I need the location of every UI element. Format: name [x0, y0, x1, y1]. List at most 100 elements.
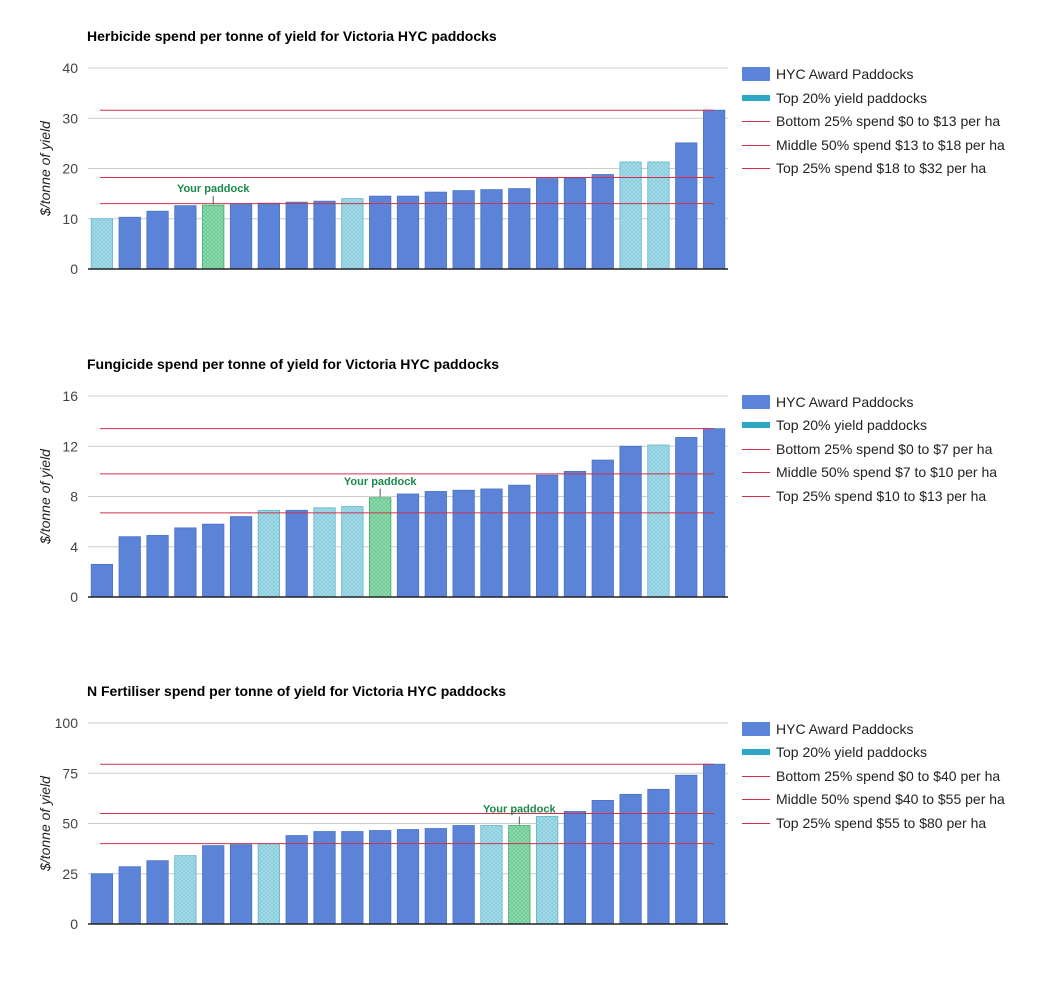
legend-item-bottom25[interactable]: Bottom 25% spend $0 to $13 per ha	[742, 111, 1000, 131]
bar-top20	[480, 825, 503, 925]
bar-hyc	[146, 535, 169, 598]
fungicide-chart-panel: Fungicide spend per tonne of yield for V…	[0, 328, 1063, 648]
legend-swatch-hyc	[742, 395, 770, 409]
herbicide-chart-panel: Herbicide spend per tonne of yield for V…	[0, 0, 1063, 320]
bar-hyc	[118, 216, 141, 270]
legend-item-top25[interactable]: Top 25% spend $18 to $32 per ha	[742, 158, 986, 178]
y-tick-label: 16	[62, 388, 78, 404]
bar-hyc	[675, 142, 698, 270]
bar-hyc	[285, 201, 308, 270]
y-tick-label: 20	[62, 161, 78, 177]
legend-swatch-line	[742, 798, 770, 800]
your-paddock-label: Your paddock	[177, 183, 250, 195]
bar-hyc	[563, 811, 587, 925]
legend-swatch-line	[742, 822, 770, 824]
legend-swatch-line	[742, 448, 770, 450]
y-tick-label: 0	[70, 916, 78, 932]
legend-swatch-hyc	[742, 67, 770, 81]
legend-label: Bottom 25% spend $0 to $13 per ha	[776, 113, 1001, 129]
legend-item-middle50[interactable]: Middle 50% spend $7 to $10 per ha	[742, 462, 997, 482]
bar-hyc	[702, 763, 726, 925]
legend-label: Middle 50% spend $40 to $55 per ha	[776, 791, 1005, 807]
bar-top20	[313, 507, 336, 598]
legend-item-bottom25[interactable]: Bottom 25% spend $0 to $40 per ha	[742, 766, 1000, 786]
bar-top20	[647, 444, 670, 598]
bar-top20	[341, 198, 364, 270]
bar-your-paddock	[508, 825, 531, 925]
bar-hyc	[369, 195, 392, 270]
bar-hyc	[591, 174, 614, 270]
herbicide-chart: Herbicide spend per tonne of yield for V…	[37, 28, 728, 277]
bar-top20	[90, 218, 114, 270]
bar-hyc	[118, 866, 141, 925]
bar-top20	[257, 509, 280, 598]
legend-label: Top 20% yield paddocks	[776, 744, 927, 760]
y-tick-label: 100	[55, 715, 79, 731]
bar-hyc	[285, 509, 308, 598]
legend-label: Top 25% spend $10 to $13 per ha	[776, 488, 987, 504]
bar-hyc	[452, 489, 475, 598]
legend-swatch-hyc	[742, 722, 770, 736]
legend-swatch-top20	[742, 422, 770, 428]
bar-hyc	[675, 774, 698, 925]
legend-item-bottom25[interactable]: Bottom 25% spend $0 to $7 per ha	[742, 439, 992, 459]
bar-hyc	[424, 828, 447, 925]
legend-item-top25[interactable]: Top 25% spend $55 to $80 per ha	[742, 813, 986, 833]
bar-hyc	[229, 203, 253, 270]
legend-item-top20[interactable]: Top 20% yield paddocks	[742, 742, 927, 762]
bar-hyc	[118, 536, 141, 598]
bar-hyc	[146, 860, 169, 925]
your-paddock-label: Your paddock	[344, 476, 417, 488]
y-tick-label: 8	[70, 489, 78, 505]
bar-hyc	[202, 845, 225, 925]
bar-hyc	[341, 831, 364, 925]
bar-hyc	[536, 178, 559, 270]
legend-label: Top 20% yield paddocks	[776, 90, 927, 106]
n-fertiliser-chart: N Fertiliser spend per tonne of yield fo…	[37, 683, 728, 932]
bar-top20	[341, 506, 364, 598]
legend-label: Top 25% spend $55 to $80 per ha	[776, 815, 987, 831]
legend-item-top20[interactable]: Top 20% yield paddocks	[742, 88, 927, 108]
legend-label: HYC Award Paddocks	[776, 394, 914, 410]
bar-hyc	[536, 474, 559, 598]
bar-hyc	[174, 527, 197, 598]
bar-hyc	[257, 202, 280, 270]
bar-hyc	[285, 835, 308, 925]
y-tick-label: 0	[70, 261, 78, 277]
bar-hyc	[480, 189, 503, 270]
bar-hyc	[508, 484, 531, 598]
legend-item-hyc[interactable]: HYC Award Paddocks	[742, 64, 913, 84]
chart-title: Herbicide spend per tonne of yield for V…	[87, 28, 497, 44]
legend-swatch-line	[742, 471, 770, 473]
y-tick-label: 50	[62, 816, 78, 832]
legend-label: HYC Award Paddocks	[776, 66, 914, 82]
bar-hyc	[396, 195, 420, 270]
bar-hyc	[424, 491, 447, 598]
bar-hyc	[229, 516, 253, 598]
bar-hyc	[174, 205, 197, 270]
legend-swatch-line	[742, 144, 770, 146]
y-axis-label: $/tonne of yield	[37, 775, 53, 872]
legend-label: Bottom 25% spend $0 to $7 per ha	[776, 441, 993, 457]
legend-item-top25[interactable]: Top 25% spend $10 to $13 per ha	[742, 486, 986, 506]
bar-hyc	[90, 563, 114, 598]
bar-hyc	[563, 177, 587, 270]
legend-item-hyc[interactable]: HYC Award Paddocks	[742, 392, 913, 412]
bar-hyc	[591, 799, 614, 925]
legend-item-hyc[interactable]: HYC Award Paddocks	[742, 719, 913, 739]
bar-hyc	[202, 523, 225, 598]
legend-label: Top 20% yield paddocks	[776, 417, 927, 433]
y-tick-label: 75	[62, 765, 78, 781]
bar-hyc	[452, 825, 475, 925]
bar-top20	[257, 843, 280, 925]
legend-item-middle50[interactable]: Middle 50% spend $40 to $55 per ha	[742, 789, 1005, 809]
y-axis-label: $/tonne of yield	[37, 448, 53, 545]
legend-item-middle50[interactable]: Middle 50% spend $13 to $18 per ha	[742, 135, 1005, 155]
bar-hyc	[452, 190, 475, 270]
legend-item-top20[interactable]: Top 20% yield paddocks	[742, 415, 927, 435]
bar-hyc	[369, 830, 392, 925]
bar-hyc	[480, 488, 503, 598]
chart-title: Fungicide spend per tonne of yield for V…	[87, 356, 499, 372]
y-tick-label: 30	[62, 110, 78, 126]
